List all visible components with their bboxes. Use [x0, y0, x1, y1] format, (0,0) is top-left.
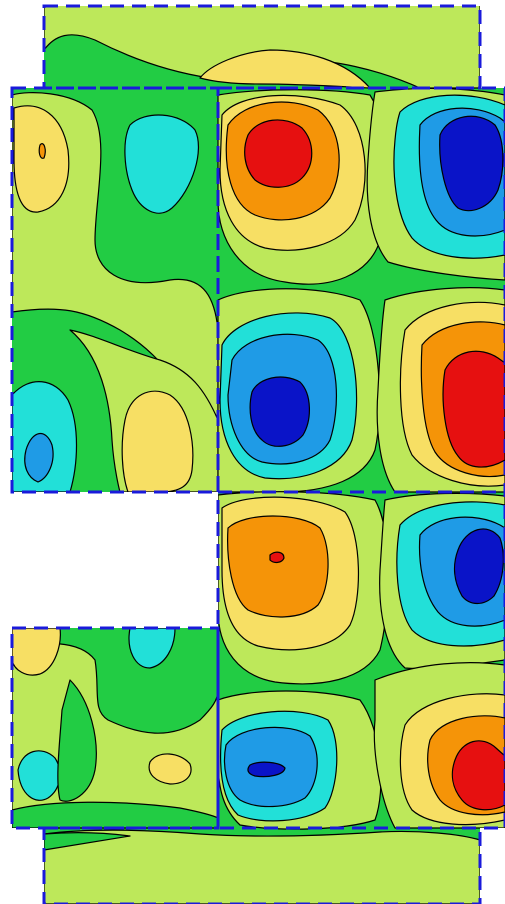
pole-e-red-dot	[269, 551, 285, 564]
bottom-band-green-edge	[43, 832, 131, 851]
left-bottom-yellow-corner	[12, 627, 61, 676]
pole-a-red	[244, 119, 313, 188]
pole-d-red	[442, 350, 505, 468]
left-lower-yellow	[121, 390, 194, 493]
pole-b-dark-blue	[439, 115, 504, 212]
pole-f-dark-blue	[453, 528, 504, 605]
pole-c-dark-blue	[249, 376, 310, 447]
left-bottom-yellow-blob	[148, 753, 192, 785]
left-bottom-green-finger	[57, 679, 97, 802]
left-upper-orange-dot	[38, 143, 46, 159]
bottom-band-light-green	[43, 829, 481, 904]
pole-g-dark-blue	[247, 761, 286, 778]
pole-e-orange	[227, 515, 329, 618]
domain-outlines	[10, 4, 505, 904]
left-upper-cyan	[124, 114, 199, 214]
left-bottom-cyan-top	[128, 627, 176, 669]
left-lower-blue	[24, 433, 54, 483]
domain-block-bottom-strip	[42, 826, 482, 904]
left-upper-yellow	[13, 105, 70, 213]
pole-h-red	[451, 740, 505, 811]
left-bottom-green-band	[12, 801, 219, 829]
